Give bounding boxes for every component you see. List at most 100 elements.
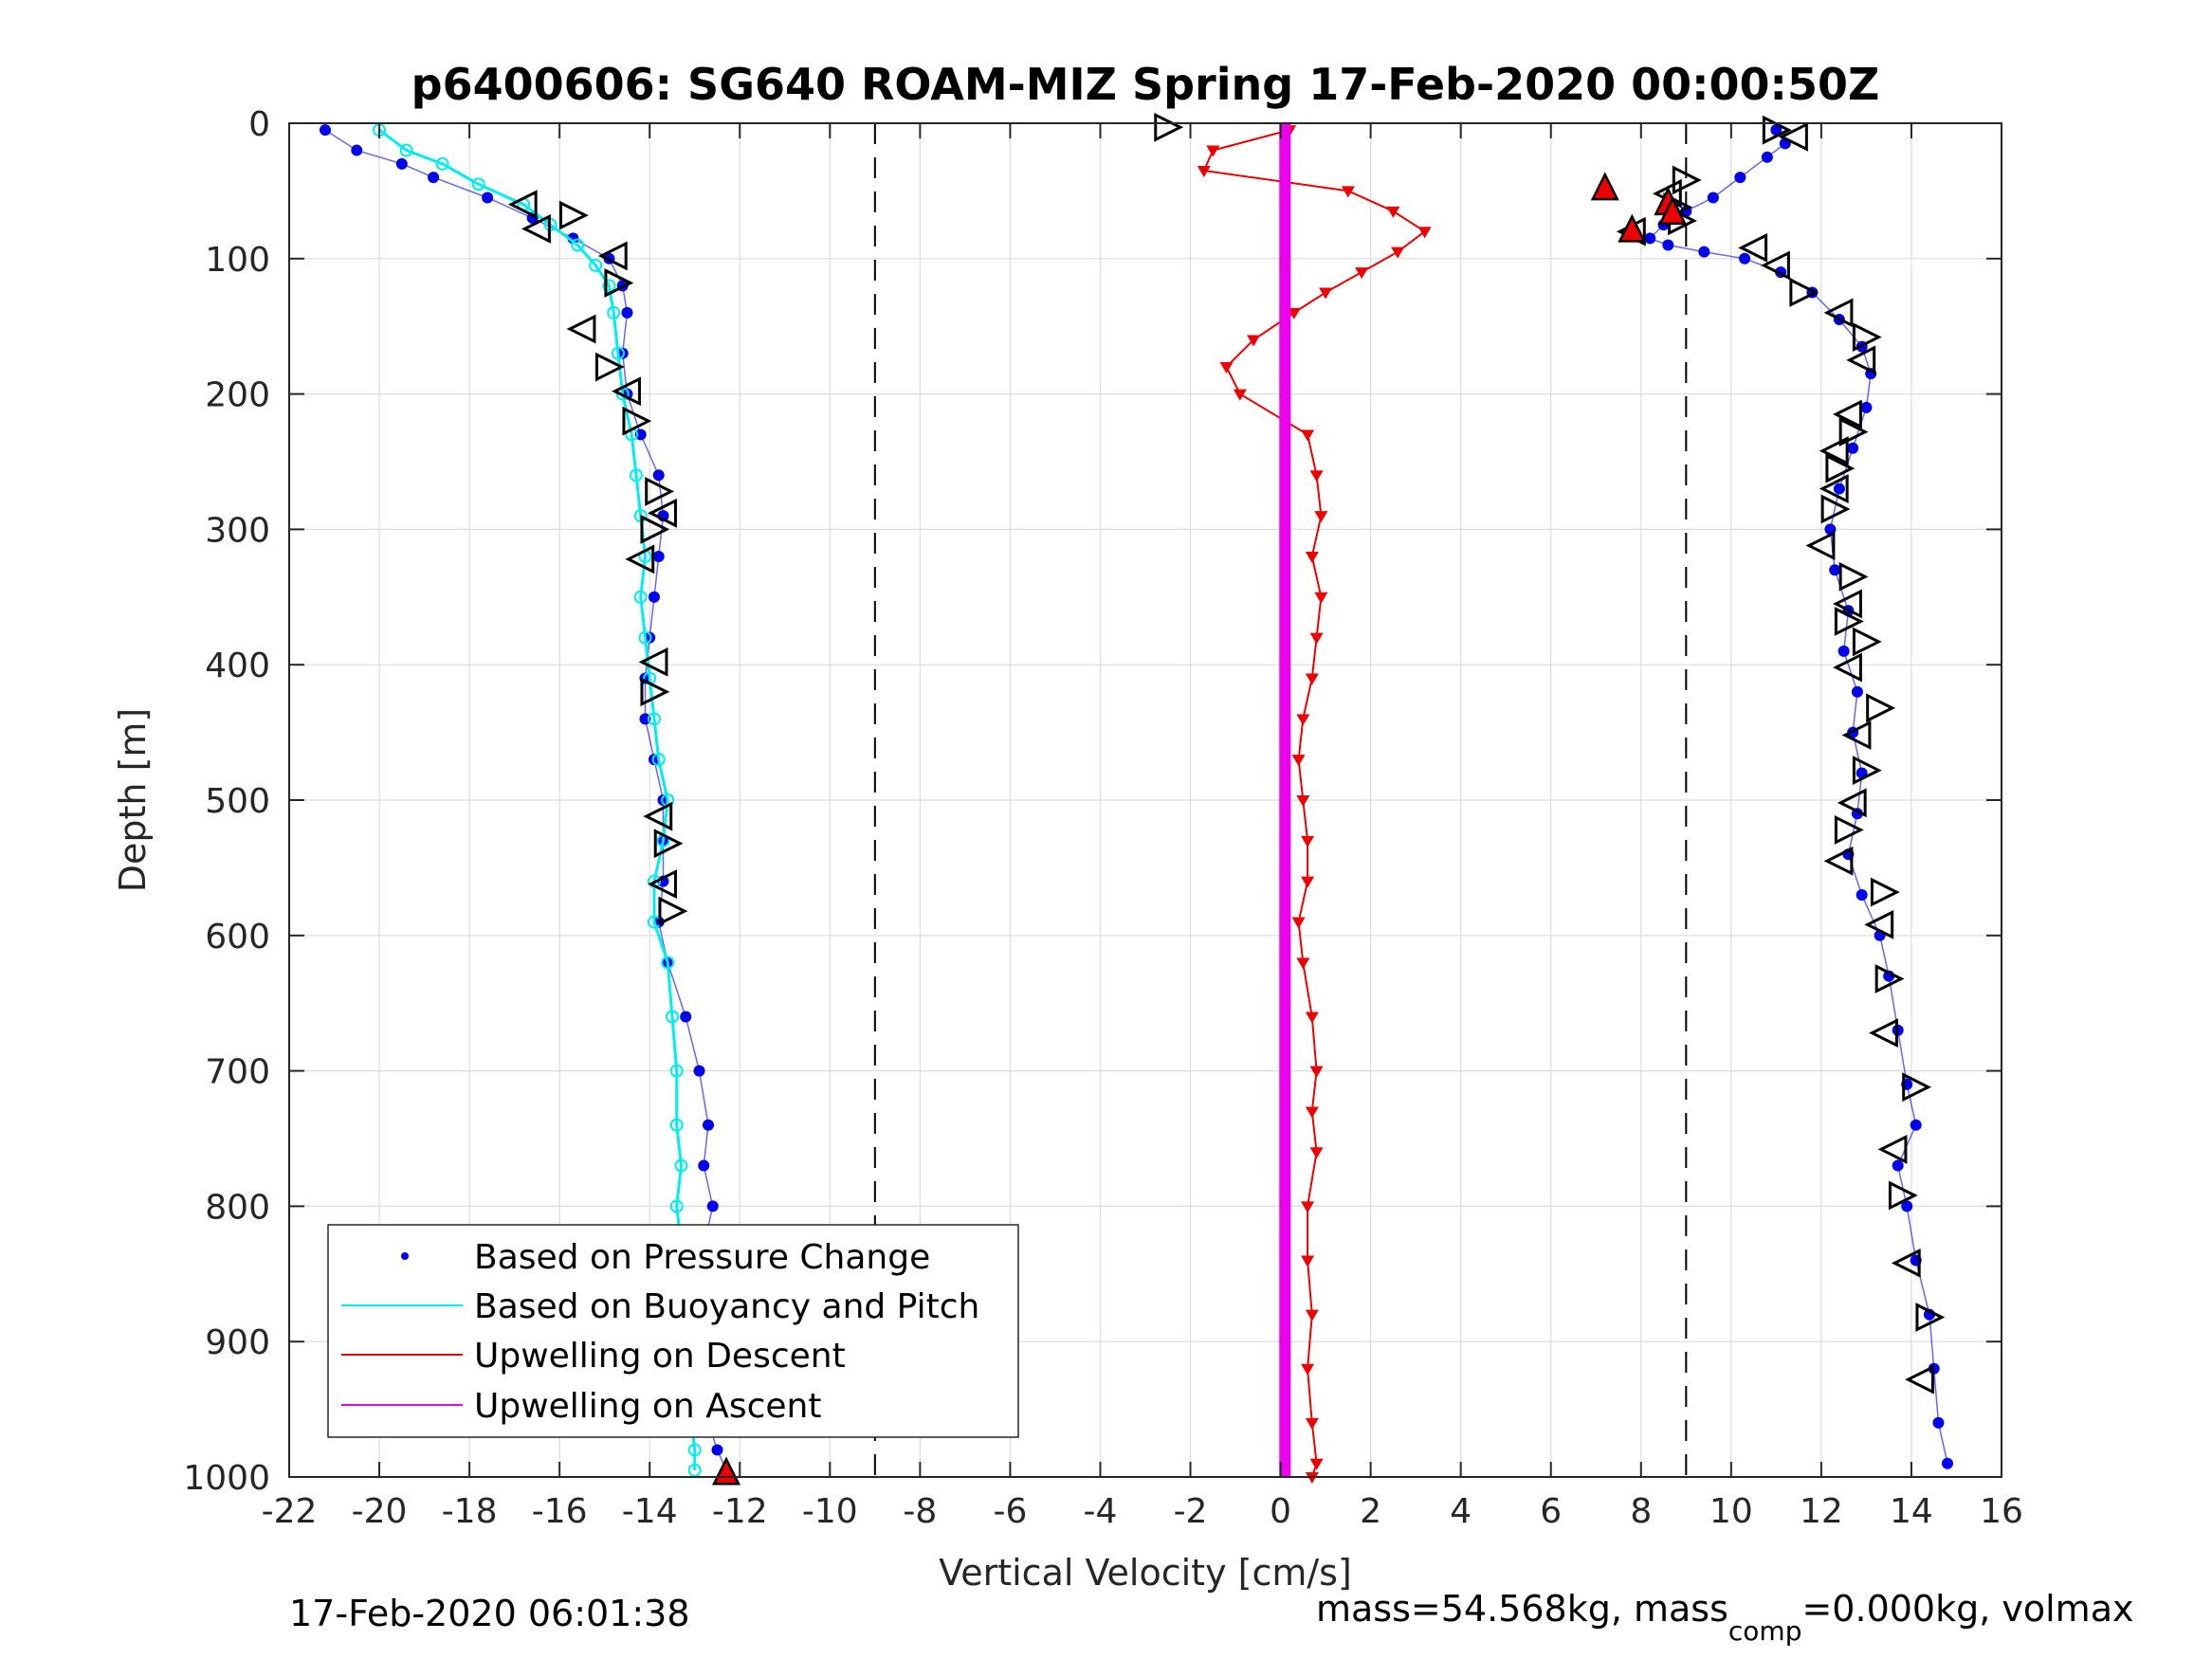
direction-marker	[1902, 1072, 1932, 1103]
data-point	[1309, 1066, 1324, 1078]
direction-marker	[640, 677, 670, 707]
direction-marker	[1877, 1134, 1908, 1164]
x-tick-label: -12	[712, 1492, 768, 1531]
red-marker	[1590, 172, 1619, 201]
data-point	[1314, 592, 1328, 604]
direction-marker	[1852, 627, 1882, 657]
data-point	[1391, 246, 1405, 259]
marker-layer	[507, 112, 1946, 1486]
data-point	[1662, 239, 1674, 251]
direction-marker	[1789, 278, 1819, 307]
direction-marker	[566, 314, 596, 344]
direction-marker	[625, 544, 655, 574]
data-point	[687, 1443, 702, 1457]
direction-marker	[1841, 720, 1872, 750]
direction-marker	[604, 268, 634, 298]
direction-marker	[643, 801, 673, 831]
data-point	[680, 1011, 692, 1023]
x-tick-label: 14	[1890, 1492, 1933, 1531]
data-point	[1941, 1457, 1953, 1469]
data-point	[1309, 1147, 1324, 1159]
direction-marker	[1819, 474, 1849, 503]
data-point	[1301, 1255, 1315, 1267]
data-point	[1355, 267, 1369, 280]
y-tick-label: 800	[205, 1188, 270, 1227]
data-point	[638, 630, 652, 645]
legend-entry-pressure: Based on Pressure Change	[401, 1238, 930, 1277]
direction-marker	[1834, 814, 1864, 845]
data-point	[711, 1444, 723, 1456]
direction-marker	[1825, 453, 1856, 483]
data-point	[1417, 227, 1432, 239]
x-tick-label: -6	[993, 1492, 1027, 1531]
direction-marker	[1761, 250, 1790, 281]
data-point	[1305, 1106, 1319, 1119]
data-point	[1739, 252, 1751, 264]
data-point	[435, 156, 449, 171]
legend-entry-buoyancy: Based on Buoyancy and Pitch	[341, 1287, 979, 1326]
x-tick-label: -2	[1174, 1492, 1208, 1531]
data-point	[1301, 429, 1315, 442]
direction-marker	[1819, 436, 1849, 466]
footer-mass-part2: =0.000kg, volmax	[1801, 1588, 2133, 1630]
data-point	[1247, 335, 1261, 347]
data-point	[1309, 470, 1324, 483]
data-point	[482, 191, 494, 204]
tick-marks	[288, 122, 2002, 1478]
data-point	[1291, 755, 1306, 767]
y-tick-label: 600	[205, 918, 270, 957]
direction-marker	[1852, 322, 1882, 353]
footer-timestamp: 17-Feb-2020 06:01:38	[289, 1593, 690, 1634]
x-tick-label: 12	[1800, 1492, 1843, 1531]
data-point	[602, 279, 616, 293]
data-point	[1829, 564, 1841, 576]
direction-marker	[640, 514, 670, 544]
x-tick-label: -20	[352, 1492, 408, 1531]
chart-title: p6400606: SG640 ROAM-MIZ Spring 17-Feb-2…	[411, 59, 1880, 110]
footer-mass-info: mass=54.568kg, masscomp=0.000kg, volmax	[1316, 1588, 2133, 1647]
x-tick-label: 16	[1980, 1492, 2023, 1531]
direction-marker	[1834, 607, 1864, 636]
y-tick-label: 1000	[183, 1459, 270, 1498]
data-point	[1341, 186, 1355, 198]
red-marker	[1618, 213, 1647, 243]
data-point	[669, 1118, 684, 1132]
data-point	[1901, 1200, 1913, 1212]
data-point	[1644, 232, 1656, 245]
data-point	[1707, 191, 1719, 204]
direction-marker	[1823, 846, 1854, 876]
red-marker	[1658, 196, 1688, 226]
direction-marker	[1905, 1364, 1934, 1395]
y-tick-label: 700	[205, 1053, 270, 1092]
data-point	[1301, 1201, 1315, 1213]
data-point	[1296, 714, 1310, 726]
data-point	[1219, 362, 1234, 374]
data-point	[1932, 1416, 1945, 1429]
data-point	[621, 306, 633, 319]
data-point	[607, 305, 621, 319]
y-tick-labels: 0 100 200 300 400 500 600 700 800 900 1000	[183, 105, 270, 1498]
y-tick-label: 0	[248, 105, 270, 144]
data-point	[1305, 1309, 1319, 1322]
direction-marker	[658, 896, 688, 926]
data-point	[1206, 145, 1220, 157]
data-point	[571, 238, 585, 252]
footer-mass-part1: mass=54.568kg, mass	[1316, 1588, 1728, 1630]
data-point	[1197, 165, 1211, 177]
data-point	[1856, 888, 1868, 901]
direction-marker	[638, 647, 668, 677]
data-point	[674, 1158, 688, 1173]
series-line-descent	[1202, 129, 1427, 1478]
data-point	[1309, 632, 1324, 645]
legend-label-buoyancy: Based on Buoyancy and Pitch	[474, 1287, 979, 1326]
data-point	[1305, 673, 1319, 685]
direction-marker	[1738, 232, 1768, 263]
data-point	[652, 469, 665, 482]
data-point	[1851, 685, 1863, 698]
data-point	[687, 1463, 702, 1477]
direction-marker	[1820, 494, 1851, 524]
direction-marker	[1866, 693, 1896, 723]
data-point	[1314, 511, 1328, 523]
data-point	[647, 712, 661, 726]
data-point	[1305, 1417, 1319, 1430]
